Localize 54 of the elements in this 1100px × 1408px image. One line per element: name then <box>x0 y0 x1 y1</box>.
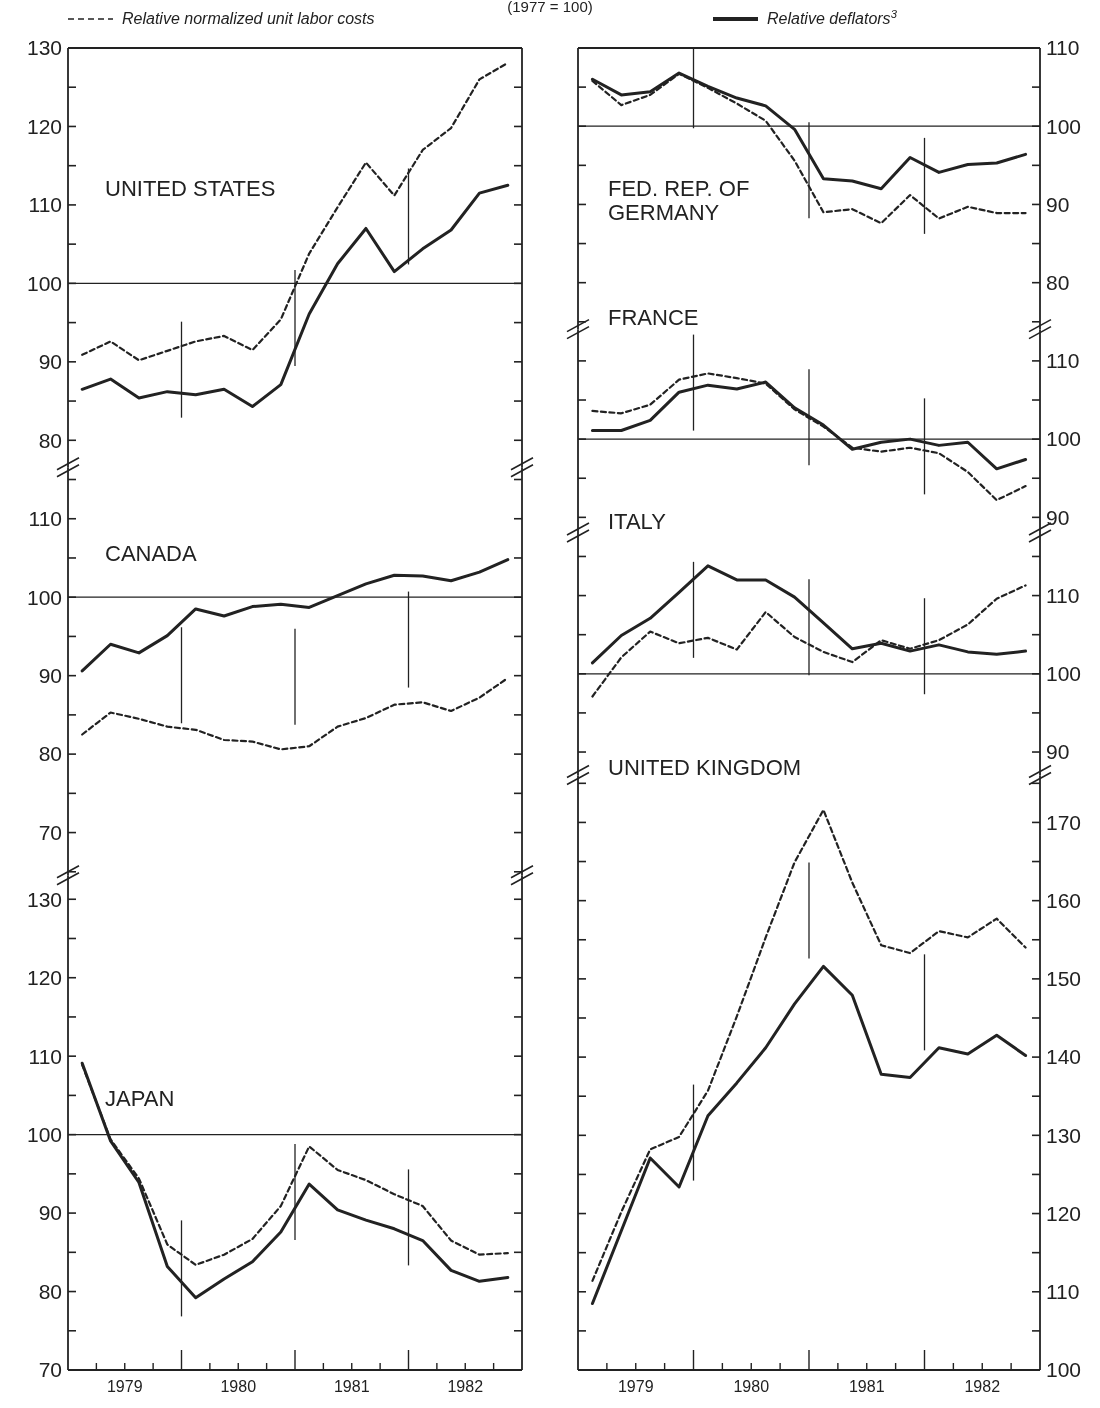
chart-title: ITALY <box>608 508 667 534</box>
y-tick-label: 140 <box>1046 1045 1082 1069</box>
y-tick-label: 160 <box>1046 889 1082 912</box>
y-tick-label: 130 <box>26 887 62 911</box>
y-tick-label: 90 <box>38 350 62 374</box>
y-tick-label: 110 <box>1046 349 1080 373</box>
y-tick-label: 90 <box>1046 740 1070 764</box>
y-tick-label: 170 <box>1046 810 1082 834</box>
y-tick-label: 90 <box>38 664 62 688</box>
chart-subtitle: (1977 = 100) <box>507 0 593 15</box>
y-tick-label: 120 <box>26 114 62 138</box>
x-tick-label: 1979 <box>617 1378 654 1395</box>
text: CANADA <box>105 541 198 567</box>
y-tick-label: 70 <box>38 1358 62 1382</box>
y-tick-label: 90 <box>1046 192 1070 216</box>
y-tick-label: 130 <box>26 36 62 60</box>
y-tick-label: 100 <box>1046 662 1082 686</box>
chart-title: FRANCE <box>608 305 699 331</box>
y-tick-label: 110 <box>28 193 62 217</box>
y-tick-label: 110 <box>28 507 62 531</box>
y-tick-label: 110 <box>28 1044 62 1068</box>
y-tick-label: 100 <box>26 271 62 295</box>
x-tick-label: 1979 <box>106 1378 143 1395</box>
y-tick-label: 110 <box>1046 36 1080 60</box>
x-tick-label: 1982 <box>964 1378 1001 1395</box>
y-tick-label: 120 <box>26 966 62 990</box>
x-tick-label: 1980 <box>733 1378 770 1395</box>
text: JAPAN <box>105 1086 175 1112</box>
y-tick-label: 90 <box>1046 505 1070 529</box>
y-tick-label: 80 <box>38 1279 62 1303</box>
x-tick-label: 1981 <box>848 1378 885 1395</box>
legend-label: Relative normalized unit labor costs <box>122 10 375 27</box>
text: UNITED STATES <box>105 175 276 201</box>
y-tick-label: 90 <box>38 1201 62 1225</box>
y-tick-label: 100 <box>26 585 62 609</box>
y-tick-label: 150 <box>1046 967 1082 991</box>
legend-label: Relative deflators$^{3}$ <box>767 8 898 27</box>
y-tick-label: 100 <box>1046 427 1082 451</box>
y-tick-label: 100 <box>26 1122 62 1146</box>
text: FED. REP. OF GERMANY <box>608 175 750 225</box>
y-tick-label: 70 <box>38 820 62 844</box>
y-tick-label: 120 <box>1046 1201 1082 1225</box>
y-tick-label: 110 <box>1046 583 1080 607</box>
y-tick-label: 130 <box>1046 1123 1082 1147</box>
y-tick-label: 80 <box>38 428 62 452</box>
y-tick-label: 80 <box>1046 271 1070 295</box>
chart-title: UNITED KINGDOM <box>608 755 802 781</box>
y-tick-label: 110 <box>1046 1280 1080 1304</box>
y-tick-label: 80 <box>38 742 62 766</box>
y-tick-label: 100 <box>1046 1358 1082 1382</box>
x-tick-label: 1982 <box>447 1378 484 1395</box>
x-tick-label: 1980 <box>220 1378 257 1395</box>
y-tick-label: 100 <box>1046 114 1082 138</box>
x-tick-label: 1981 <box>333 1378 370 1395</box>
